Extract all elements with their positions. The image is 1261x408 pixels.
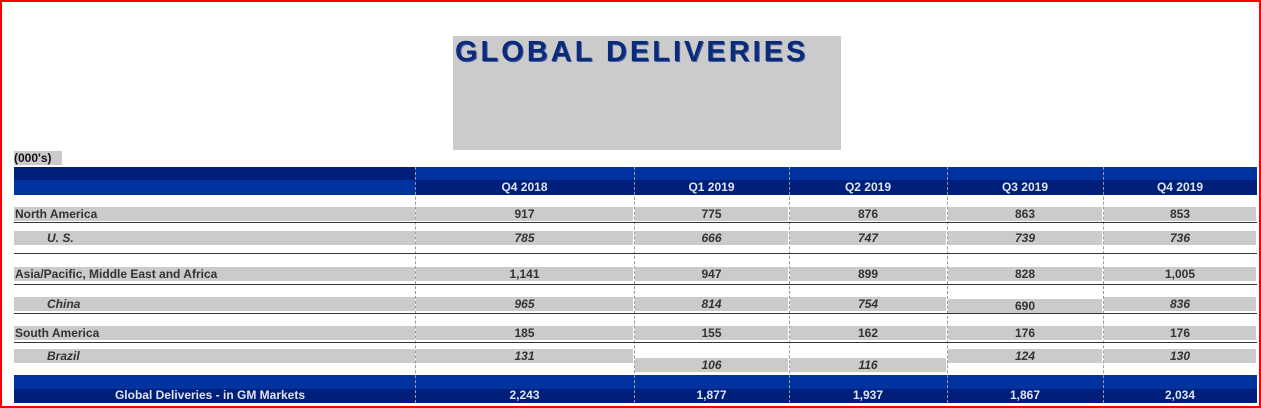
table-cell: 739 <box>1014 231 1036 245</box>
cell-band <box>416 207 633 221</box>
row-divider <box>14 342 1257 343</box>
column-header: Q2 2019 <box>844 180 892 194</box>
total-cell: 1,867 <box>1009 388 1041 402</box>
table-cell: 106 <box>701 358 722 372</box>
column-header: Q4 2019 <box>1156 180 1204 194</box>
table-cell: 176 <box>1014 326 1036 340</box>
table-cell: 836 <box>1169 297 1191 311</box>
cell-band <box>948 349 1102 363</box>
cell-band <box>948 231 1102 245</box>
row-label: South America <box>15 326 100 340</box>
column-divider <box>947 167 948 403</box>
row-divider <box>14 253 1257 254</box>
table-cell: 736 <box>1169 231 1191 245</box>
row-band-label <box>14 267 415 281</box>
cell-band <box>790 231 946 245</box>
cell-band <box>790 267 946 281</box>
cell-band <box>416 267 633 281</box>
units-label: (000's) <box>14 151 62 165</box>
cell-band <box>948 299 1102 313</box>
cell-band <box>416 297 633 311</box>
table-cell: 853 <box>1169 207 1191 221</box>
cell-band <box>1104 297 1256 311</box>
cell-band <box>635 231 788 245</box>
table-cell: 775 <box>701 207 722 221</box>
row-band-label <box>14 349 415 363</box>
table-header <box>14 167 1257 195</box>
table-cell: 747 <box>857 231 879 245</box>
cell-band <box>790 297 946 311</box>
total-cell: 2,243 <box>509 388 540 402</box>
table-cell: 899 <box>857 267 879 281</box>
table-cell: 1,141 <box>509 267 540 281</box>
column-divider <box>1103 167 1104 403</box>
table-cell: 176 <box>1169 326 1191 340</box>
cell-band <box>1104 326 1256 340</box>
table-cell: 666 <box>701 231 722 245</box>
table-cell: 116 <box>858 358 878 372</box>
total-row <box>14 375 1257 403</box>
row-divider <box>14 284 1257 285</box>
column-divider <box>634 167 635 403</box>
cell-band <box>1104 267 1256 281</box>
cell-band <box>416 349 633 363</box>
row-label: Brazil <box>47 349 80 363</box>
cell-band <box>635 267 788 281</box>
total-label: Global Deliveries - in GM Markets <box>114 388 306 402</box>
title-box: GLOBAL DELIVERIES <box>453 36 841 150</box>
table-cell: 754 <box>857 297 879 311</box>
row-label: U. S. <box>47 231 74 245</box>
cell-band <box>790 207 946 221</box>
row-label: China <box>47 297 81 311</box>
table-cell: 131 <box>514 349 535 363</box>
row-band-label <box>14 207 415 221</box>
cell-band <box>635 207 788 221</box>
cell-band <box>790 326 946 340</box>
total-cell: 2,034 <box>1164 388 1196 402</box>
table-cell: 690 <box>1014 299 1036 313</box>
cell-band <box>948 267 1102 281</box>
table-cell: 876 <box>857 207 879 221</box>
table-cell: 124 <box>1014 349 1036 363</box>
row-band-label <box>14 326 415 340</box>
column-divider <box>789 167 790 403</box>
row-divider <box>14 222 1257 223</box>
cell-band <box>1104 231 1256 245</box>
table-cell: 947 <box>701 267 722 281</box>
row-band-label <box>14 231 415 245</box>
cell-band <box>635 326 788 340</box>
table-cell: 185 <box>514 326 535 340</box>
table-cell: 828 <box>1014 267 1036 281</box>
total-cell: 1,937 <box>852 388 884 402</box>
cell-band <box>1104 207 1256 221</box>
column-divider <box>415 167 416 403</box>
cell-band <box>948 207 1102 221</box>
cell-band <box>948 326 1102 340</box>
cell-band <box>1104 349 1256 363</box>
row-divider <box>14 313 1257 314</box>
cell-band <box>416 231 633 245</box>
cell-band <box>790 358 946 372</box>
table-cell: 863 <box>1014 207 1036 221</box>
table-cell: 814 <box>701 297 722 311</box>
table-cell: 1,005 <box>1164 267 1196 281</box>
table-cell: 785 <box>514 231 535 245</box>
column-header: Q3 2019 <box>1001 180 1049 194</box>
row-label: North America <box>15 207 98 221</box>
total-cell: 1,877 <box>696 388 727 402</box>
row-label: Asia/Pacific, Middle East and Africa <box>15 267 218 281</box>
table-cell: 965 <box>514 297 535 311</box>
column-header: Q1 2019 <box>688 180 735 194</box>
page-title: GLOBAL DELIVERIES <box>455 36 809 68</box>
column-header: Q4 2018 <box>501 180 548 194</box>
table-cell: 155 <box>701 326 722 340</box>
cell-band <box>635 358 788 372</box>
cell-band <box>635 297 788 311</box>
table-cell: 162 <box>857 326 879 340</box>
table-cell: 917 <box>514 207 535 221</box>
table-cell: 130 <box>1169 349 1191 363</box>
cell-band <box>416 326 633 340</box>
row-band-label <box>14 297 415 311</box>
